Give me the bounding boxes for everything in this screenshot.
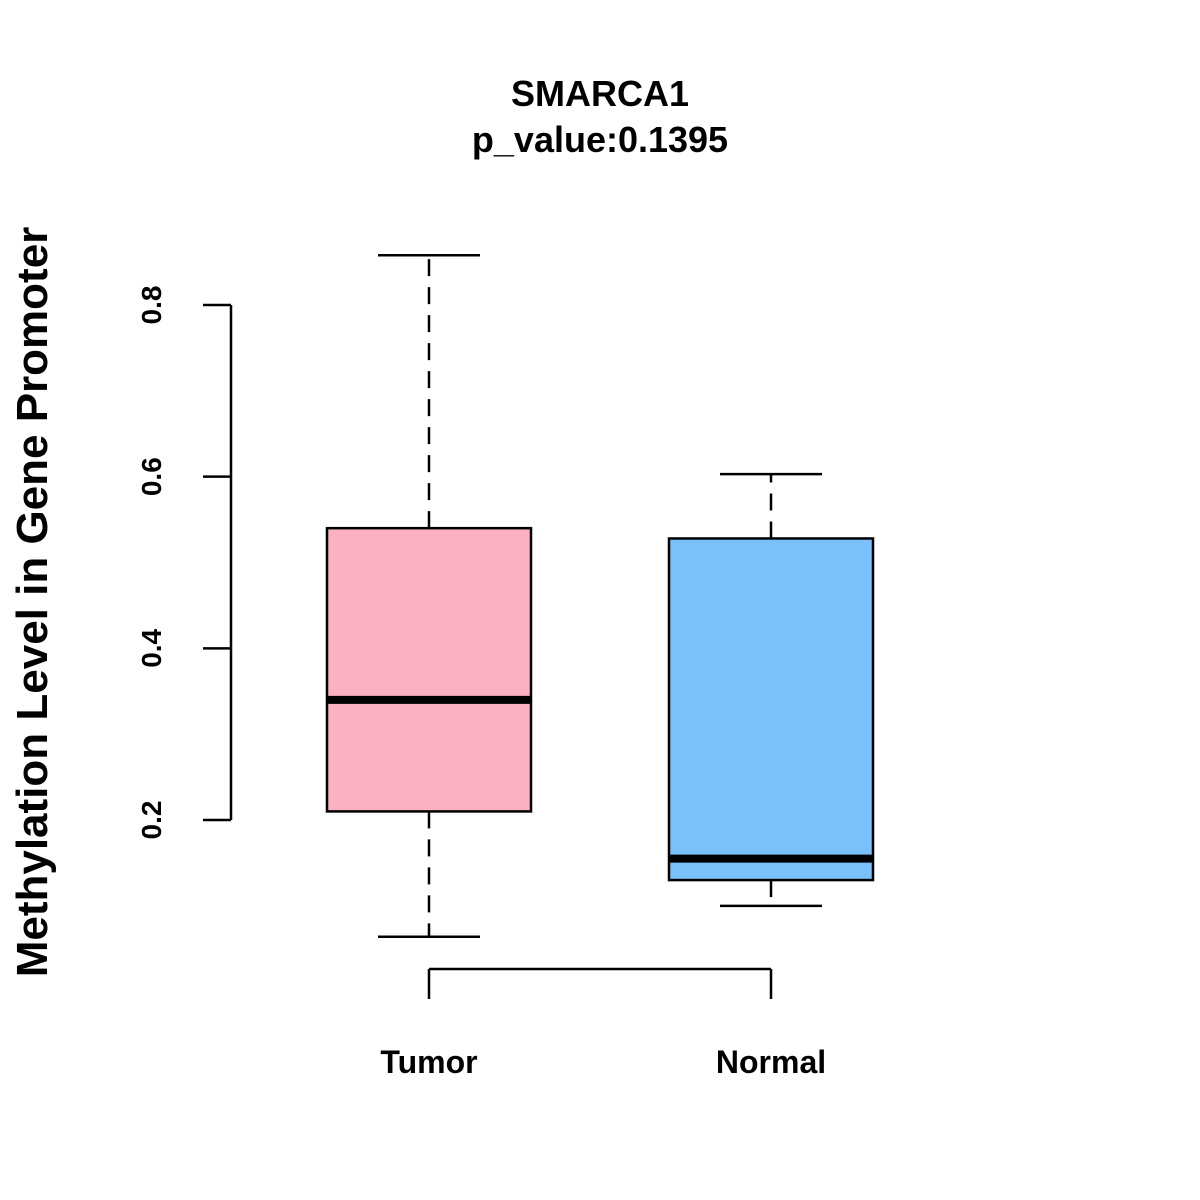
y-tick-label: 0.2 [136, 801, 167, 840]
y-axis: 0.2 0.4 0.6 0.8 [136, 286, 233, 840]
box-tumor [325, 253, 533, 938]
boxes-group [325, 253, 875, 938]
y-axis-label: Methylation Level in Gene Promoter [8, 227, 57, 978]
y-tick-label: 0.4 [136, 628, 167, 667]
y-tick-label: 0.8 [136, 286, 167, 325]
box-rect [667, 537, 875, 882]
box-rect [325, 526, 533, 813]
box-normal [667, 472, 875, 908]
x-tick-label: Normal [716, 1044, 826, 1080]
chart-title: SMARCA1 [511, 73, 689, 114]
x-tick-label: Tumor [380, 1044, 477, 1080]
y-tick-label: 0.6 [136, 457, 167, 496]
chart-subtitle: p_value:0.1395 [472, 119, 728, 160]
x-axis: Tumor Normal [380, 967, 826, 1080]
